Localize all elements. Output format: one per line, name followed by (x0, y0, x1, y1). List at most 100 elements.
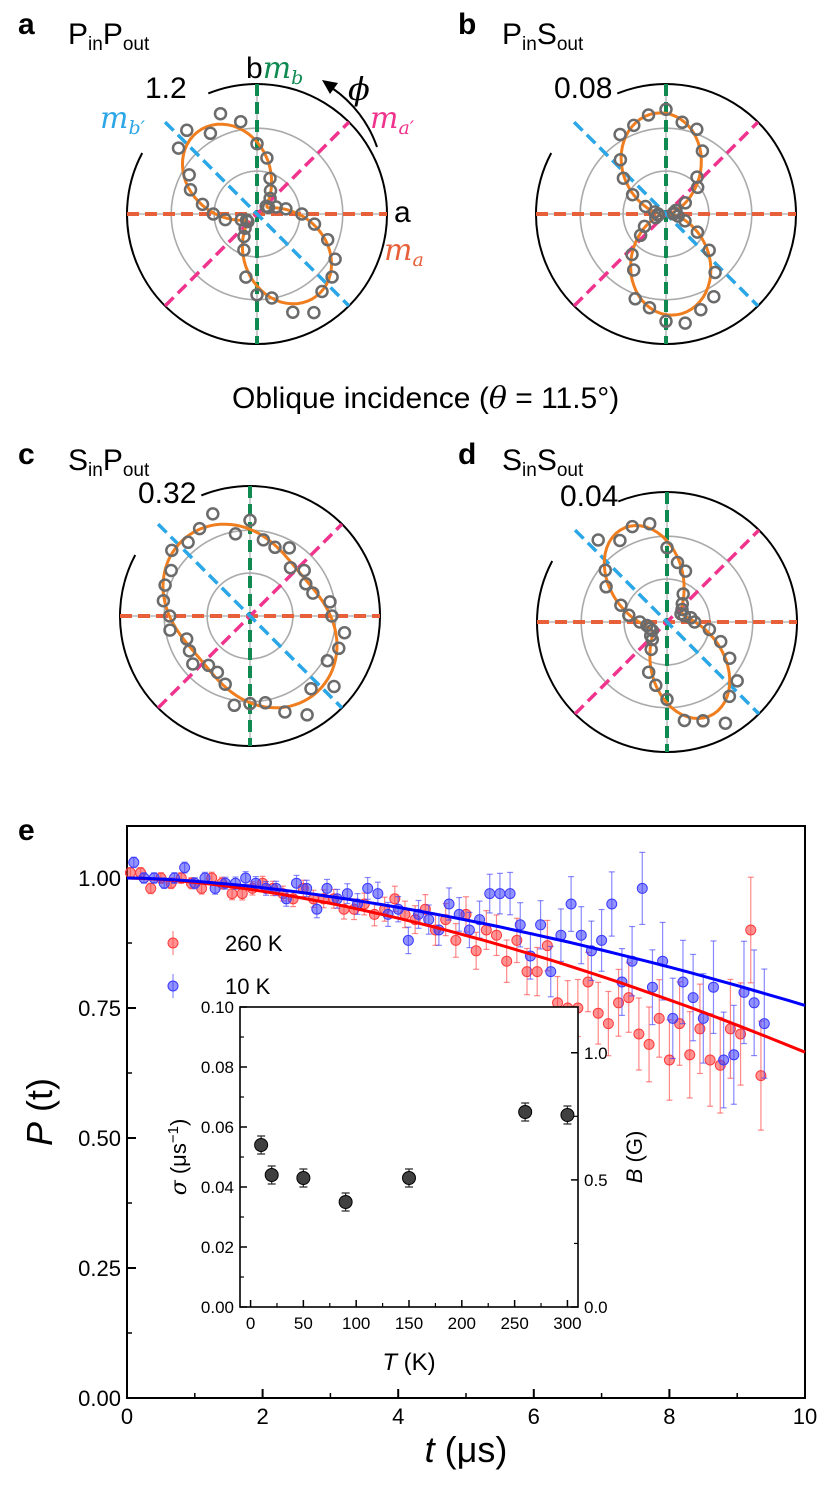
polar-data-point (670, 555, 685, 570)
polar-data-point (186, 657, 200, 671)
data-point-260k (501, 955, 513, 967)
polar-outer-circle (536, 491, 798, 753)
data-point-10k (677, 976, 689, 988)
polar-data-point (628, 292, 642, 306)
polar-data-point (690, 225, 705, 239)
inset-x-tick-label: 200 (448, 1314, 476, 1333)
inset-data-point (296, 1171, 311, 1185)
polar-data-point (591, 533, 605, 547)
polar-data-point (228, 527, 243, 541)
data-point-10k (402, 934, 414, 946)
polar-data-point (722, 651, 737, 665)
polar-outer-circle (535, 83, 797, 345)
data-point-260k (623, 992, 635, 1004)
polar-data-point (327, 679, 341, 694)
polar-data-point (171, 141, 186, 155)
polar-data-point (263, 171, 277, 186)
polar-data-point (677, 713, 692, 728)
x-tick-label: 0 (121, 1404, 133, 1429)
polar-data-point (707, 289, 721, 304)
polar-data-point (239, 270, 253, 284)
inset-y2-tick-label: 0.0 (584, 1298, 608, 1317)
polar-data-point (613, 127, 627, 142)
polar-data-point (206, 507, 220, 521)
panel-b-config: PinSout (502, 18, 584, 55)
polar-data-point (283, 560, 298, 575)
polar-data-point (299, 577, 313, 591)
polar-data-point (718, 716, 733, 730)
polar-data-point (649, 678, 663, 693)
x-tick-label: 2 (256, 1404, 268, 1429)
mirror-line-bprime (156, 522, 344, 710)
polar-data-point (213, 106, 228, 121)
data-point-260k (745, 924, 757, 936)
inset-x-tick-label: 0 (246, 1314, 255, 1333)
x-tick-label: 4 (392, 1404, 404, 1429)
polar-data-point (227, 698, 242, 713)
inset-x-tick-label: 250 (500, 1314, 528, 1333)
mirror-aprime-label: ma′ (370, 101, 415, 139)
polar-data-point (675, 115, 689, 130)
oblique-incidence-caption: Oblique incidence (θ = 11.5°) (232, 381, 619, 416)
polar-data-point (307, 217, 322, 231)
polar-data-point (265, 291, 279, 305)
polar-outer-circle (126, 83, 388, 345)
panel-letter-c: c (18, 438, 35, 471)
polar-data-point (180, 123, 194, 138)
polar-data-point (625, 519, 640, 534)
polar-data-point (295, 207, 309, 221)
polar-data-point (649, 210, 663, 225)
data-point-260k (602, 1018, 614, 1030)
polar-data-point (218, 212, 233, 227)
legend-marker (167, 937, 179, 949)
data-point-260k (653, 1012, 665, 1024)
data-point-10k (667, 1012, 679, 1024)
data-point-260k (582, 976, 594, 988)
fit-line-10k (126, 876, 806, 1007)
polar-data-point (642, 516, 657, 531)
polar-panel-a: a PinPout 1.2 (18, 8, 388, 345)
polar-outer-circle (119, 485, 381, 747)
polar-data-point (181, 535, 195, 550)
inset-x-tick-label: 50 (294, 1314, 313, 1333)
polar-data-point (616, 171, 631, 185)
polar-data-point (626, 263, 641, 277)
polar-radius-label: 0.08 (554, 72, 612, 105)
polar-data-point (241, 214, 255, 229)
data-point-10k (718, 1054, 730, 1066)
panel-letter-a: a (18, 8, 35, 41)
fit-line-260k (126, 876, 806, 1054)
polar-data-point (730, 674, 744, 688)
polar-data-point (282, 541, 297, 555)
data-point-260k (226, 888, 238, 900)
inset-y-tick-label: 0.02 (201, 1238, 234, 1257)
data-point-10k (514, 919, 526, 931)
inset-data-point (264, 1168, 279, 1182)
data-point-260k (480, 924, 492, 936)
polar-data-point (179, 632, 194, 646)
polar-data-point (263, 191, 277, 206)
data-point-10k (463, 924, 475, 936)
polar-data-point (323, 595, 337, 609)
data-point-260k (735, 1028, 747, 1040)
inset-y-tick-label: 0.04 (201, 1178, 234, 1197)
data-point-10k (291, 877, 302, 889)
polar-data-point (165, 543, 179, 558)
polar-panel-b: b PinSout 0.08 (458, 8, 797, 345)
data-point-260k (643, 1038, 655, 1050)
polar-data-point (268, 540, 282, 555)
polar-data-point (337, 625, 352, 640)
legend-marker (167, 980, 179, 992)
polar-data-point (690, 122, 704, 137)
inset-y2-tick-label: 1.0 (584, 1044, 608, 1063)
polar-data-point (641, 108, 656, 122)
y-axis-label: P (t) (19, 1078, 60, 1146)
inset-data-point (254, 1138, 269, 1152)
data-point-10k (636, 882, 648, 894)
polar-data-point (238, 221, 252, 235)
polar-data-point (260, 151, 274, 165)
data-point-260k (491, 929, 503, 941)
data-point-10k (565, 898, 577, 910)
polar-data-point (182, 168, 196, 182)
polar-data-point (675, 602, 689, 617)
